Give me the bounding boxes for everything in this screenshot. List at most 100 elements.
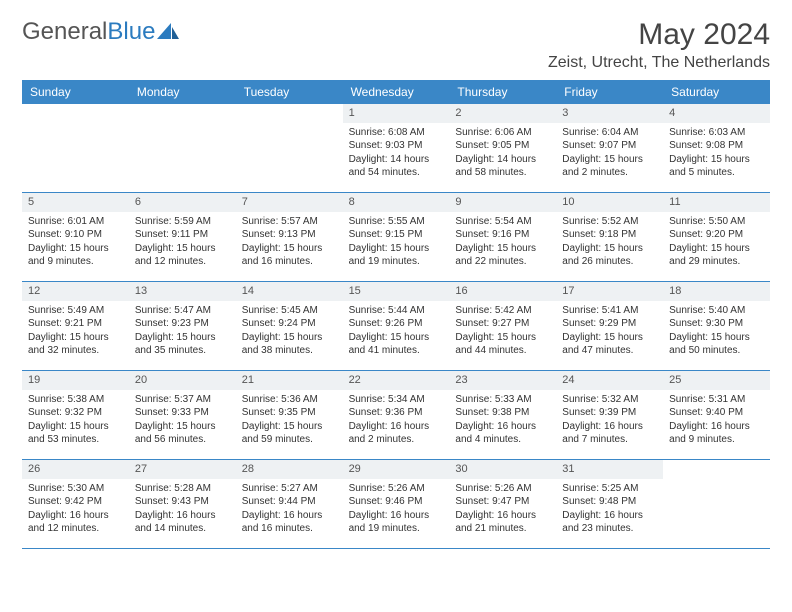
day-header: Sunday (22, 80, 129, 104)
sunset-text: Sunset: 9:03 PM (349, 139, 444, 153)
daylight-text: Daylight: 14 hours and 54 minutes. (349, 153, 444, 180)
day-cell: 14Sunrise: 5:45 AMSunset: 9:24 PMDayligh… (236, 282, 343, 370)
sunset-text: Sunset: 9:48 PM (562, 495, 657, 509)
day-header: Saturday (663, 80, 770, 104)
sunrise-text: Sunrise: 6:01 AM (28, 215, 123, 229)
sunset-text: Sunset: 9:33 PM (135, 406, 230, 420)
daylight-text: Daylight: 16 hours and 21 minutes. (455, 509, 550, 536)
sunrise-text: Sunrise: 5:26 AM (455, 482, 550, 496)
day-cell: 30Sunrise: 5:26 AMSunset: 9:47 PMDayligh… (449, 460, 556, 548)
daylight-text: Daylight: 15 hours and 38 minutes. (242, 331, 337, 358)
daylight-text: Daylight: 16 hours and 4 minutes. (455, 420, 550, 447)
daylight-text: Daylight: 15 hours and 53 minutes. (28, 420, 123, 447)
day-number: 11 (663, 193, 770, 212)
day-cell: 16Sunrise: 5:42 AMSunset: 9:27 PMDayligh… (449, 282, 556, 370)
day-number: 21 (236, 371, 343, 390)
sunrise-text: Sunrise: 5:41 AM (562, 304, 657, 318)
day-number: 6 (129, 193, 236, 212)
day-header: Friday (556, 80, 663, 104)
daylight-text: Daylight: 15 hours and 50 minutes. (669, 331, 764, 358)
day-cell: 20Sunrise: 5:37 AMSunset: 9:33 PMDayligh… (129, 371, 236, 459)
day-cell (236, 104, 343, 192)
sunset-text: Sunset: 9:43 PM (135, 495, 230, 509)
day-number: 26 (22, 460, 129, 479)
daylight-text: Daylight: 16 hours and 2 minutes. (349, 420, 444, 447)
sunset-text: Sunset: 9:30 PM (669, 317, 764, 331)
sunset-text: Sunset: 9:10 PM (28, 228, 123, 242)
sunset-text: Sunset: 9:05 PM (455, 139, 550, 153)
day-cell: 31 Sunrise: 5:25 AMSunset: 9:48 PMDayligh… (556, 460, 663, 548)
day-cell: 19Sunrise: 5:38 AMSunset: 9:32 PMDayligh… (22, 371, 129, 459)
daylight-text: Daylight: 16 hours and 14 minutes. (135, 509, 230, 536)
day-cell: 12Sunrise: 5:49 AMSunset: 9:21 PMDayligh… (22, 282, 129, 370)
day-number: 5 (22, 193, 129, 212)
day-number: 14 (236, 282, 343, 301)
logo-sail-icon (157, 23, 179, 41)
day-number: 29 (343, 460, 450, 479)
day-number: 13 (129, 282, 236, 301)
daylight-text: Daylight: 15 hours and 26 minutes. (562, 242, 657, 269)
day-cell: 9Sunrise: 5:54 AMSunset: 9:16 PMDaylight… (449, 193, 556, 281)
daylight-text: Daylight: 16 hours and 9 minutes. (669, 420, 764, 447)
day-number: 15 (343, 282, 450, 301)
day-number: 20 (129, 371, 236, 390)
daylight-text: Daylight: 15 hours and 29 minutes. (669, 242, 764, 269)
sunset-text: Sunset: 9:07 PM (562, 139, 657, 153)
week-row: 26Sunrise: 5:30 AMSunset: 9:42 PMDayligh… (22, 460, 770, 549)
month-title: May 2024 (548, 18, 770, 52)
day-number: 31 (556, 460, 663, 479)
sunrise-text: Sunrise: 6:04 AM (562, 126, 657, 140)
daylight-text: Daylight: 15 hours and 22 minutes. (455, 242, 550, 269)
day-number: 23 (449, 371, 556, 390)
sunrise-text: Sunrise: 5:42 AM (455, 304, 550, 318)
day-number: 10 (556, 193, 663, 212)
daylight-text: Daylight: 16 hours and 23 minutes. (562, 509, 657, 536)
day-number: 28 (236, 460, 343, 479)
day-number: 8 (343, 193, 450, 212)
day-cell: 3 Sunrise: 6:04 AMSunset: 9:07 PMDaylight… (556, 104, 663, 192)
sunset-text: Sunset: 9:21 PM (28, 317, 123, 331)
sunset-text: Sunset: 9:39 PM (562, 406, 657, 420)
sunrise-text: Sunrise: 5:28 AM (135, 482, 230, 496)
daylight-text: Daylight: 15 hours and 59 minutes. (242, 420, 337, 447)
day-cell: 1Sunrise: 6:08 AMSunset: 9:03 PMDaylight… (343, 104, 450, 192)
day-cell: 29Sunrise: 5:26 AMSunset: 9:46 PMDayligh… (343, 460, 450, 548)
sunrise-text: Sunrise: 5:25 AM (562, 482, 657, 496)
sunrise-text: Sunrise: 6:06 AM (455, 126, 550, 140)
sunrise-text: Sunrise: 5:52 AM (562, 215, 657, 229)
day-cell: 22Sunrise: 5:34 AMSunset: 9:36 PMDayligh… (343, 371, 450, 459)
sunrise-text: Sunrise: 5:40 AM (669, 304, 764, 318)
sunrise-text: Sunrise: 5:30 AM (28, 482, 123, 496)
sunrise-text: Sunrise: 5:34 AM (349, 393, 444, 407)
sunset-text: Sunset: 9:40 PM (669, 406, 764, 420)
header: GeneralBlue May 2024 Zeist, Utrecht, The… (22, 18, 770, 72)
week-row: 1Sunrise: 6:08 AMSunset: 9:03 PMDaylight… (22, 104, 770, 193)
day-header: Wednesday (343, 80, 450, 104)
daylight-text: Daylight: 15 hours and 2 minutes. (562, 153, 657, 180)
week-row: 19Sunrise: 5:38 AMSunset: 9:32 PMDayligh… (22, 371, 770, 460)
sunset-text: Sunset: 9:18 PM (562, 228, 657, 242)
day-number: 17 (556, 282, 663, 301)
sunset-text: Sunset: 9:23 PM (135, 317, 230, 331)
day-header: Thursday (449, 80, 556, 104)
day-number: 3 (556, 104, 663, 123)
day-header: Tuesday (236, 80, 343, 104)
daylight-text: Daylight: 14 hours and 58 minutes. (455, 153, 550, 180)
sunset-text: Sunset: 9:38 PM (455, 406, 550, 420)
day-number: 16 (449, 282, 556, 301)
sunset-text: Sunset: 9:29 PM (562, 317, 657, 331)
day-cell: 28Sunrise: 5:27 AMSunset: 9:44 PMDayligh… (236, 460, 343, 548)
day-number: 9 (449, 193, 556, 212)
daylight-text: Daylight: 16 hours and 16 minutes. (242, 509, 337, 536)
daylight-text: Daylight: 16 hours and 12 minutes. (28, 509, 123, 536)
daylight-text: Daylight: 15 hours and 41 minutes. (349, 331, 444, 358)
day-cell: 23Sunrise: 5:33 AMSunset: 9:38 PMDayligh… (449, 371, 556, 459)
sunrise-text: Sunrise: 5:50 AM (669, 215, 764, 229)
daylight-text: Daylight: 15 hours and 12 minutes. (135, 242, 230, 269)
daylight-text: Daylight: 16 hours and 19 minutes. (349, 509, 444, 536)
day-header-row: SundayMondayTuesdayWednesdayThursdayFrid… (22, 80, 770, 104)
day-cell: 17Sunrise: 5:41 AMSunset: 9:29 PMDayligh… (556, 282, 663, 370)
sunset-text: Sunset: 9:36 PM (349, 406, 444, 420)
day-cell (129, 104, 236, 192)
day-cell: 18Sunrise: 5:40 AMSunset: 9:30 PMDayligh… (663, 282, 770, 370)
